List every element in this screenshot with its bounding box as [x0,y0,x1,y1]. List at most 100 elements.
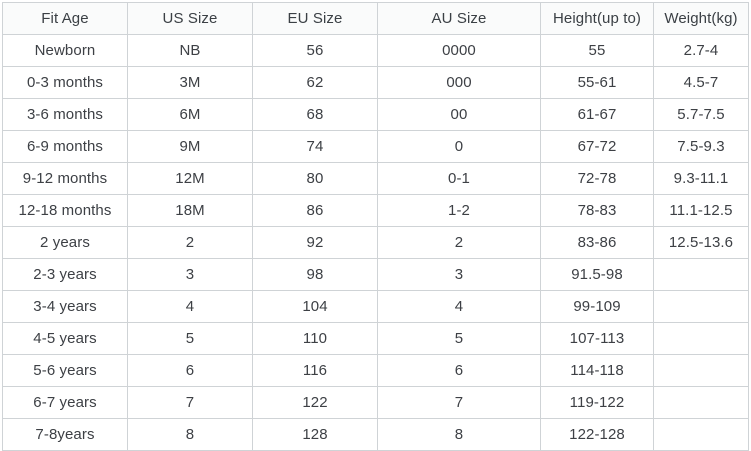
table-cell-au-size: 0 [377,130,541,163]
table-cell-au-size: 6 [377,354,541,387]
table-cell-fit-age: 3-6 months [2,98,128,131]
table-cell-us-size: NB [127,34,253,67]
table-cell-weight-kg [653,386,749,419]
table-cell-eu-size: 116 [252,354,378,387]
table-cell-weight-kg: 4.5-7 [653,66,749,99]
table-cell-height-up-to: 55 [540,34,654,67]
table-cell-au-size: 5 [377,322,541,355]
table-cell-eu-size: 122 [252,386,378,419]
table-cell-fit-age: 7-8years [2,418,128,451]
table-cell-eu-size: 128 [252,418,378,451]
table-cell-height-up-to: 114-118 [540,354,654,387]
column-header-us-size: US Size [127,2,253,35]
table-cell-weight-kg: 12.5-13.6 [653,226,749,259]
table-cell-height-up-to: 78-83 [540,194,654,227]
table-cell-au-size: 2 [377,226,541,259]
table-row: 2 years 2 92 2 83-86 12.5-13.6 [2,226,749,259]
table-cell-fit-age: 12-18 months [2,194,128,227]
table-cell-eu-size: 86 [252,194,378,227]
table-cell-weight-kg [653,290,749,323]
table-row: 2-3 years 3 98 3 91.5-98 [2,258,749,291]
table-cell-au-size: 4 [377,290,541,323]
column-header-au-size: AU Size [377,2,541,35]
table-cell-height-up-to: 83-86 [540,226,654,259]
table-row: 9-12 months 12M 80 0-1 72-78 9.3-11.1 [2,162,749,195]
table-row: Newborn NB 56 0000 55 2.7-4 [2,34,749,67]
table-cell-us-size: 18M [127,194,253,227]
size-chart-header: Fit Age US Size EU Size AU Size Height(up to… [2,2,749,35]
table-cell-eu-size: 92 [252,226,378,259]
table-cell-fit-age: 9-12 months [2,162,128,195]
table-cell-us-size: 6M [127,98,253,131]
table-cell-eu-size: 80 [252,162,378,195]
table-cell-eu-size: 98 [252,258,378,291]
table-cell-weight-kg [653,354,749,387]
header-row: Fit Age US Size EU Size AU Size Height(up to… [2,2,749,35]
table-cell-eu-size: 56 [252,34,378,67]
table-cell-height-up-to: 91.5-98 [540,258,654,291]
table-row: 12-18 months 18M 86 1-2 78-83 11.1-12.5 [2,194,749,227]
table-row: 3-4 years 4 104 4 99-109 [2,290,749,323]
table-row: 7-8years 8 128 8 122-128 [2,418,749,451]
table-cell-weight-kg: 11.1-12.5 [653,194,749,227]
table-cell-fit-age: 6-9 months [2,130,128,163]
table-cell-au-size: 1-2 [377,194,541,227]
table-cell-au-size: 0-1 [377,162,541,195]
table-cell-weight-kg: 7.5-9.3 [653,130,749,163]
table-cell-height-up-to: 107-113 [540,322,654,355]
table-cell-eu-size: 104 [252,290,378,323]
table-row: 6-9 months 9M 74 0 67-72 7.5-9.3 [2,130,749,163]
table-cell-us-size: 9M [127,130,253,163]
table-cell-height-up-to: 61-67 [540,98,654,131]
column-header-weight-kg: Weight(kg) [653,2,749,35]
table-cell-height-up-to: 122-128 [540,418,654,451]
table-cell-weight-kg: 9.3-11.1 [653,162,749,195]
table-row: 0-3 months 3M 62 000 55-61 4.5-7 [2,66,749,99]
table-cell-us-size: 6 [127,354,253,387]
table-cell-au-size: 3 [377,258,541,291]
table-cell-au-size: 00 [377,98,541,131]
table-cell-au-size: 0000 [377,34,541,67]
table-cell-height-up-to: 72-78 [540,162,654,195]
table-cell-weight-kg: 5.7-7.5 [653,98,749,131]
table-row: 6-7 years 7 122 7 119-122 [2,386,749,419]
table-cell-us-size: 3M [127,66,253,99]
table-cell-au-size: 000 [377,66,541,99]
table-cell-weight-kg [653,418,749,451]
table-cell-us-size: 3 [127,258,253,291]
table-cell-weight-kg [653,258,749,291]
table-row: 3-6 months 6M 68 00 61-67 5.7-7.5 [2,98,749,131]
column-header-fit-age: Fit Age [2,2,128,35]
table-cell-eu-size: 62 [252,66,378,99]
table-row: 4-5 years 5 110 5 107-113 [2,322,749,355]
table-cell-eu-size: 74 [252,130,378,163]
table-cell-us-size: 8 [127,418,253,451]
table-cell-eu-size: 68 [252,98,378,131]
table-cell-fit-age: 0-3 months [2,66,128,99]
table-cell-fit-age: 4-5 years [2,322,128,355]
column-header-height-up-to: Height(up to) [540,2,654,35]
table-cell-fit-age: 2 years [2,226,128,259]
table-cell-au-size: 8 [377,418,541,451]
table-cell-us-size: 5 [127,322,253,355]
table-cell-fit-age: 2-3 years [2,258,128,291]
table-cell-weight-kg [653,322,749,355]
table-cell-height-up-to: 67-72 [540,130,654,163]
table-cell-eu-size: 110 [252,322,378,355]
table-cell-us-size: 7 [127,386,253,419]
table-cell-height-up-to: 55-61 [540,66,654,99]
table-cell-weight-kg: 2.7-4 [653,34,749,67]
table-cell-fit-age: 5-6 years [2,354,128,387]
table-cell-fit-age: 3-4 years [2,290,128,323]
table-cell-height-up-to: 119-122 [540,386,654,419]
table-cell-fit-age: 6-7 years [2,386,128,419]
size-chart-body: Newborn NB 56 0000 55 2.7-4 0-3 months 3M 62 000 5… [2,34,749,451]
table-cell-fit-age: Newborn [2,34,128,67]
table-cell-us-size: 4 [127,290,253,323]
table-cell-au-size: 7 [377,386,541,419]
table-cell-us-size: 12M [127,162,253,195]
table-cell-us-size: 2 [127,226,253,259]
table-cell-height-up-to: 99-109 [540,290,654,323]
